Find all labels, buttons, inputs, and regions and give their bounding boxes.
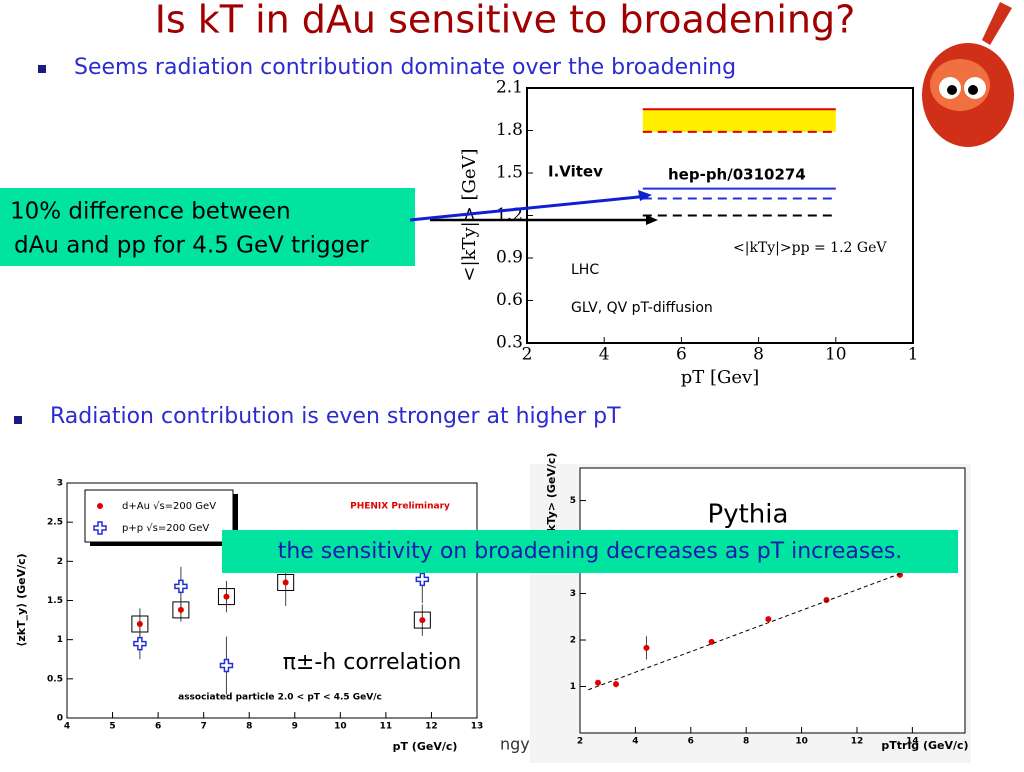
chart-title: Pythia xyxy=(708,500,789,530)
y-tick-label: 3 xyxy=(57,479,63,489)
legend-marker xyxy=(93,521,107,535)
y-axis-label: <zkTy> (GeV/c) xyxy=(545,453,558,548)
y-tick-label: 1.5 xyxy=(47,596,63,606)
annotation: <|kTy|>pp = 1.2 GeV xyxy=(733,240,887,256)
point xyxy=(282,579,289,586)
point xyxy=(595,679,602,686)
callout-text: dAu and pp for 4.5 GeV trigger xyxy=(14,233,369,259)
y-tick-label: 0 xyxy=(57,714,63,724)
x-tick-label: 7 xyxy=(201,722,207,732)
x-tick-label: 10 xyxy=(795,737,808,747)
point xyxy=(765,616,772,623)
sys-box xyxy=(413,611,431,629)
point xyxy=(708,638,715,645)
x-tick-label: 12 xyxy=(851,737,864,747)
x-tick-label: 10 xyxy=(825,345,847,365)
annotation: π±-h correlation xyxy=(283,650,462,675)
y-tick-label: 0.5 xyxy=(47,674,63,684)
annotation: GLV, QV pT-diffusion xyxy=(571,300,713,316)
callout-box xyxy=(0,188,415,266)
x-tick-label: 6 xyxy=(676,345,687,365)
bullet: Seems radiation contribution dominate ov… xyxy=(74,55,736,80)
point xyxy=(133,636,147,651)
y-tick-label: 1.8 xyxy=(496,120,523,140)
y-tick-label: 1.5 xyxy=(496,163,523,183)
y-tick-label: 2 xyxy=(570,636,576,646)
text-fragment: ngy xyxy=(500,735,530,754)
arrowhead xyxy=(638,190,652,201)
point xyxy=(896,571,903,578)
x-axis-label: pT [Gev] xyxy=(681,367,760,388)
slide-title: Is kT in dAu sensitive to broadening? xyxy=(155,0,856,42)
point xyxy=(223,593,230,600)
legend-label: d+Au √s=200 GeV xyxy=(122,501,216,512)
y-tick-label: 2.1 xyxy=(496,78,523,98)
annotation: PHENIX Preliminary xyxy=(350,502,450,512)
x-tick-label: 2 xyxy=(522,345,533,365)
arrowhead xyxy=(646,215,658,225)
callout-box xyxy=(222,530,958,573)
bullet: Radiation contribution is even stronger … xyxy=(50,404,621,429)
point xyxy=(643,644,650,651)
x-tick-label: 8 xyxy=(753,345,764,365)
point xyxy=(136,621,143,627)
sys-box xyxy=(277,573,295,591)
annotation: I.Vitev xyxy=(548,163,603,181)
y-tick-label: 1 xyxy=(570,682,576,692)
point xyxy=(177,606,184,613)
fit-line xyxy=(588,571,906,691)
point xyxy=(613,681,620,688)
x-tick-label: 8 xyxy=(743,737,749,747)
x-tick-label: 1 xyxy=(908,345,919,365)
plot-frame xyxy=(579,467,966,734)
point xyxy=(415,572,430,587)
band xyxy=(642,109,836,132)
x-tick-label: 2 xyxy=(577,737,583,747)
y-tick-label: 0.9 xyxy=(496,248,523,268)
point xyxy=(174,579,188,594)
x-tick-label: 6 xyxy=(688,737,694,747)
legend-label: p+p √s=200 GeV xyxy=(122,523,209,534)
y-tick-label: 3 xyxy=(570,589,576,599)
x-tick-label: 4 xyxy=(64,722,70,732)
sys-box xyxy=(217,588,235,606)
point xyxy=(219,658,234,673)
x-tick-label: 5 xyxy=(109,722,115,732)
y-tick-label: 5 xyxy=(570,496,576,506)
x-tick-label: 4 xyxy=(599,345,610,365)
bullet-mark xyxy=(38,65,46,73)
point xyxy=(823,597,830,604)
x-tick-label: 9 xyxy=(292,722,298,732)
annotation: hep-ph/0310274 xyxy=(668,166,806,184)
cartoon-icon xyxy=(922,2,1014,147)
y-tick-label: 0.6 xyxy=(496,290,523,310)
x-tick-label: 4 xyxy=(632,737,638,747)
x-axis-label: pT (GeV/c) xyxy=(393,740,458,753)
y-tick-label: 2.5 xyxy=(47,518,63,528)
annotation: associated particle 2.0 < pT < 4.5 GeV/c xyxy=(178,693,382,703)
bullet-mark xyxy=(14,416,22,424)
legend-box xyxy=(84,489,234,543)
y-tick-label: 1 xyxy=(57,635,63,645)
x-tick-label: 14 xyxy=(906,737,919,747)
legend-marker xyxy=(97,503,103,509)
y-tick-label: 2 xyxy=(57,557,63,567)
x-tick-label: 12 xyxy=(425,722,438,732)
y-axis-label: ⟨zkT_y⟩ (GeV/c) xyxy=(15,553,28,646)
point xyxy=(419,617,426,624)
x-tick-label: 8 xyxy=(246,722,252,732)
x-tick-label: 6 xyxy=(155,722,161,732)
x-tick-label: 11 xyxy=(380,722,393,732)
annotation: LHC xyxy=(571,262,599,278)
callout-text: the sensitivity on broadening decreases … xyxy=(278,539,903,564)
x-tick-label: 13 xyxy=(471,722,484,732)
callout-text: 10% difference between xyxy=(10,199,291,225)
y-tick-label: 0.3 xyxy=(496,333,523,353)
x-tick-label: 10 xyxy=(334,722,347,732)
arrow xyxy=(409,194,649,222)
x-axis-label: pTtrig (GeV/c) xyxy=(881,739,968,752)
